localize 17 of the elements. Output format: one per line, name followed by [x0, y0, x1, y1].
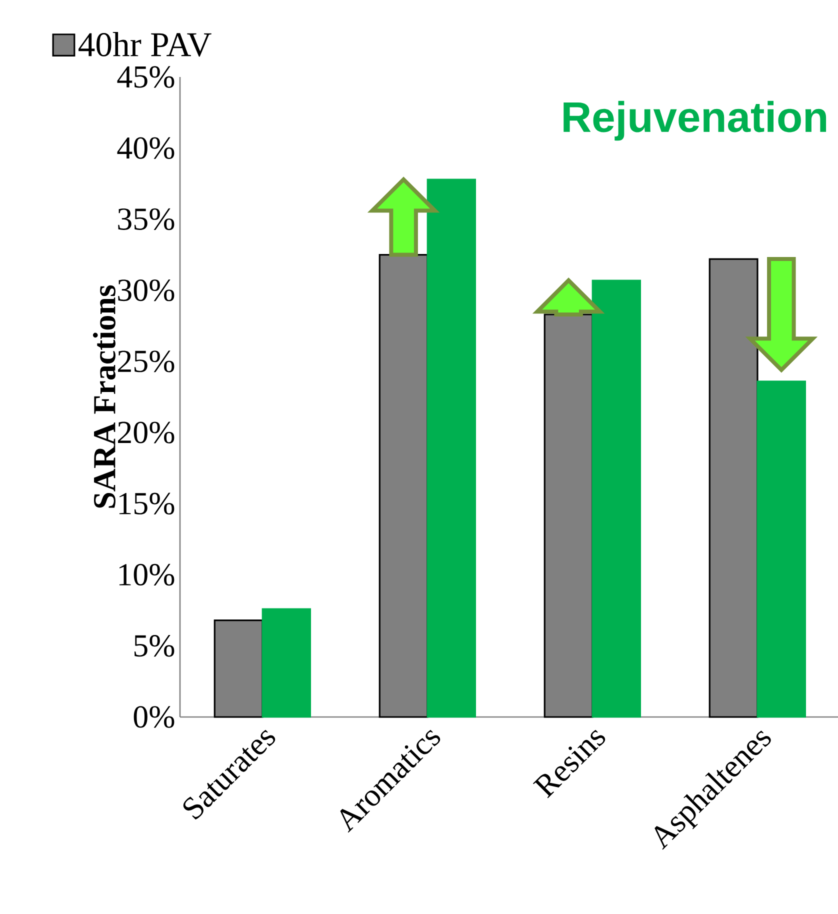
legend-label: 40hr PAV — [78, 32, 212, 57]
y-tick-label: 10% — [119, 564, 174, 586]
y-tick-label: 35% — [118, 208, 174, 230]
y-tick-label: 40% — [117, 137, 174, 159]
bar — [592, 280, 642, 718]
y-tick-label: 5% — [134, 635, 174, 657]
y-tick-label: 25% — [118, 350, 174, 372]
annotation: Rejuvenation — [564, 100, 826, 141]
bar — [426, 178, 476, 718]
y-tick-label: 0% — [134, 706, 174, 728]
bar — [756, 380, 806, 718]
y-tick-label: 15% — [119, 492, 174, 515]
y-tick-label: 45% — [117, 66, 174, 88]
y-axis-title: SARA Fractions — [92, 285, 116, 508]
bar — [262, 608, 312, 718]
y-tick-label: 20% — [118, 422, 174, 444]
y-tick-label: 30% — [118, 279, 174, 302]
